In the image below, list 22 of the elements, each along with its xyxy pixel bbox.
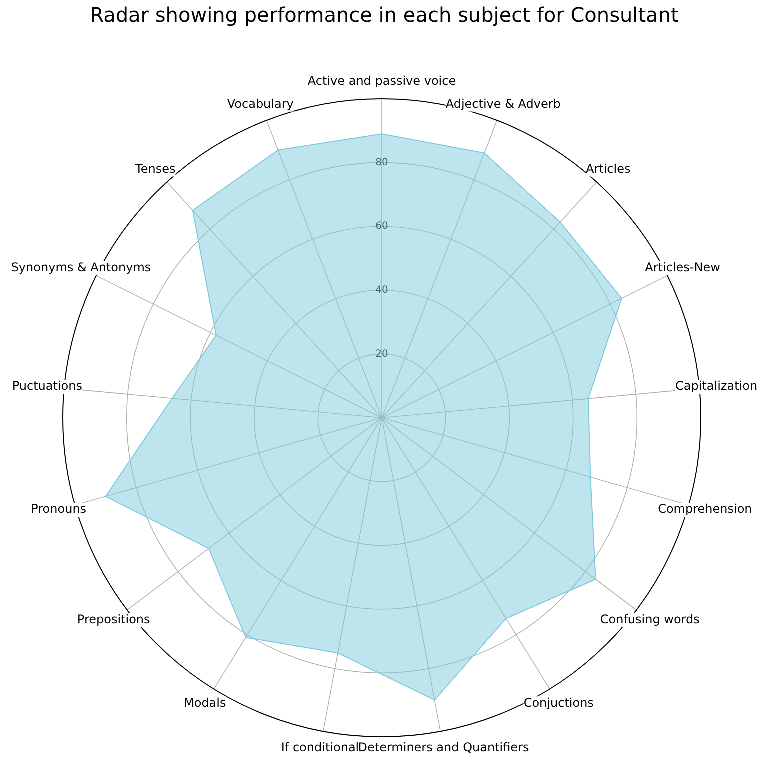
spoke-label: Conjuctions <box>524 696 594 710</box>
spoke-label: Determiners and Quantifiers <box>358 740 530 754</box>
spoke-label: Tenses <box>134 162 176 176</box>
spoke-label: Comprehension <box>658 502 752 516</box>
spoke-label: Puctuations <box>12 379 83 394</box>
spoke-label: Active and passive voice <box>308 74 456 88</box>
spoke-label: Prepositions <box>77 612 150 627</box>
spoke-label: Synonyms & Antonyms <box>11 260 152 274</box>
chart-title: Radar showing performance in each subject for Consultant <box>89 3 680 27</box>
spoke-label: Articles <box>586 162 631 176</box>
spoke-label: Vocabulary <box>227 96 294 111</box>
spoke-label: If conditional <box>281 740 360 754</box>
spoke-label: Capitalization <box>676 379 758 394</box>
spoke-label: Pronouns <box>31 502 87 516</box>
spoke-label: Confusing words <box>600 612 700 627</box>
spoke-label: Modals <box>184 696 226 710</box>
y-tick-label: 80 <box>376 157 388 168</box>
spoke-label: Articles-New <box>645 260 721 274</box>
spoke-label: Adjective & Adverb <box>446 96 561 111</box>
y-tick-label: 40 <box>376 284 388 296</box>
y-tick-label: 60 <box>376 221 388 232</box>
y-tick-label: 20 <box>376 348 388 360</box>
